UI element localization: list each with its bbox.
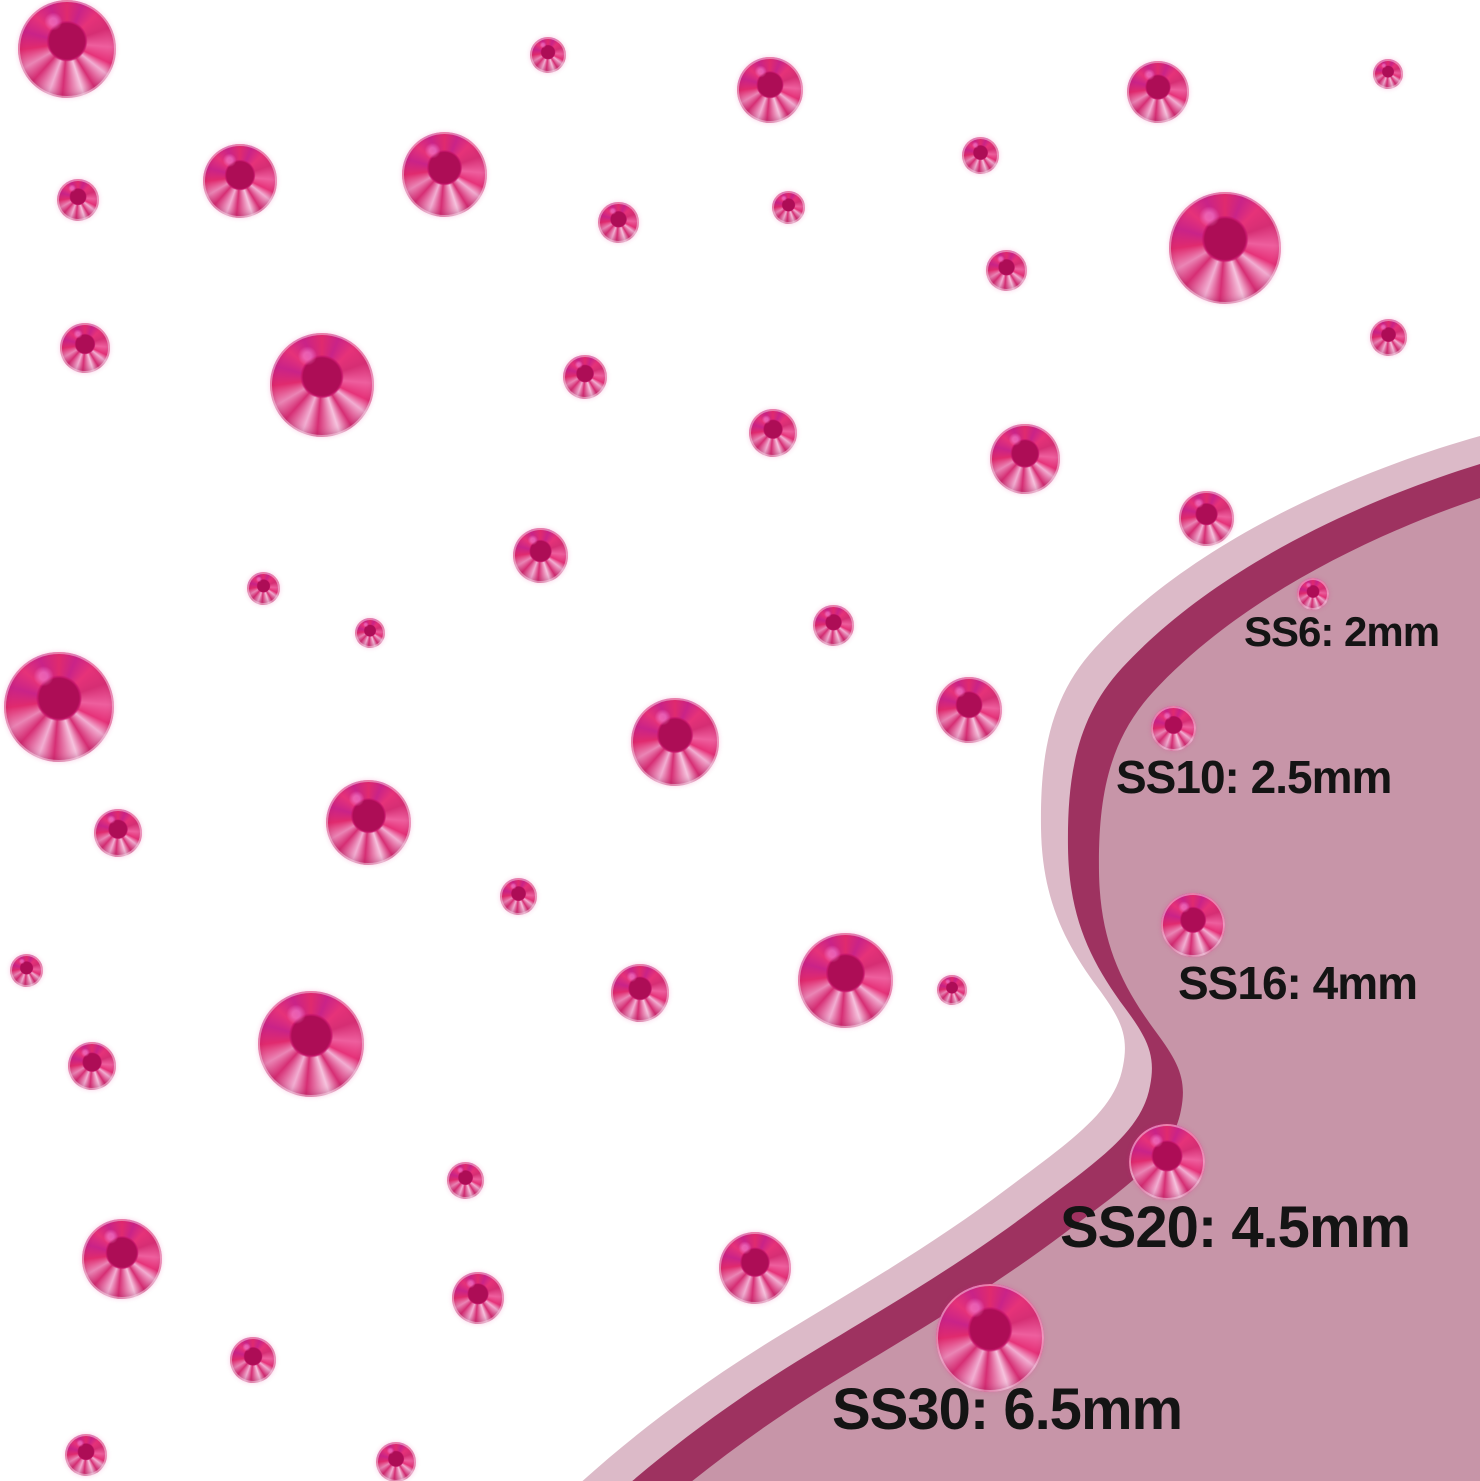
rhinestone — [990, 424, 1060, 494]
rhinestone — [611, 964, 669, 1022]
rhinestone — [937, 975, 967, 1005]
rhinestone — [230, 1337, 276, 1383]
rhinestone-sample-ss6 — [1297, 578, 1329, 610]
rhinestone — [512, 527, 568, 583]
rhinestone — [936, 677, 1002, 743]
rhinestone — [376, 1442, 416, 1481]
rhinestone — [812, 604, 854, 646]
rhinestone — [1169, 192, 1281, 304]
rhinestone — [57, 179, 99, 221]
rhinestone — [355, 618, 385, 648]
rhinestone — [563, 355, 607, 399]
rhinestone-sample-ss16 — [1161, 893, 1225, 957]
rhinestone-sample-ss10 — [1150, 705, 1196, 751]
rhinestone — [1127, 61, 1189, 123]
rhinestone — [203, 144, 277, 218]
rhinestone — [737, 57, 803, 123]
rhinestone — [68, 1042, 116, 1090]
size-label-ss10: SS10: 2.5mm — [1116, 751, 1392, 803]
rhinestone — [4, 652, 114, 762]
rhinestone — [82, 1219, 162, 1299]
size-label-ss16: SS16: 4mm — [1178, 957, 1418, 1009]
rhinestone — [749, 409, 797, 457]
rhinestone — [530, 37, 566, 73]
size-label-ss20: SS20: 4.5mm — [1060, 1195, 1411, 1260]
size-label-ss30: SS30: 6.5mm — [832, 1377, 1183, 1442]
size-label-ss6: SS6: 2mm — [1244, 608, 1440, 655]
rhinestone — [9, 953, 43, 987]
rhinestone — [719, 1232, 791, 1304]
rhinestone — [94, 809, 142, 857]
rhinestone — [270, 333, 374, 437]
rhinestone — [18, 0, 116, 98]
rhinestone — [258, 991, 364, 1097]
rhinestone — [771, 190, 805, 224]
rhinestone — [631, 698, 719, 786]
rhinestone — [401, 131, 487, 217]
rhinestone — [246, 571, 280, 605]
rhinestone — [1178, 490, 1234, 546]
rhinestone — [65, 1434, 107, 1476]
rhinestone — [597, 201, 639, 243]
rhinestone — [1369, 318, 1407, 356]
rhinestone — [446, 1161, 484, 1199]
rhinestone — [60, 323, 110, 373]
panel-fill — [692, 498, 1480, 1481]
rhinestone — [325, 779, 411, 865]
rhinestone-sample-ss20 — [1129, 1124, 1205, 1200]
rhinestone — [499, 877, 537, 915]
rhinestone — [452, 1272, 504, 1324]
rhinestone-sample-ss30 — [936, 1284, 1044, 1392]
rhinestone — [797, 932, 893, 1028]
rhinestone — [985, 249, 1027, 291]
rhinestone — [961, 136, 999, 174]
rhinestone — [1373, 59, 1403, 89]
